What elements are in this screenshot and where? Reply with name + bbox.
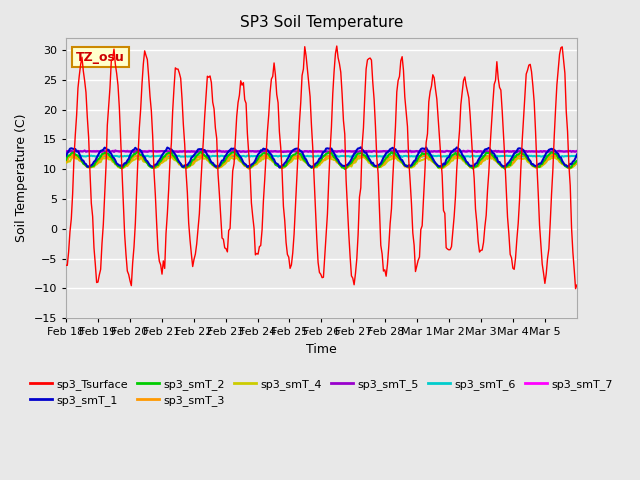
Legend: sp3_Tsurface, sp3_smT_1, sp3_smT_2, sp3_smT_3, sp3_smT_4, sp3_smT_5, sp3_smT_6, : sp3_Tsurface, sp3_smT_1, sp3_smT_2, sp3_… [26,374,618,410]
Title: SP3 Soil Temperature: SP3 Soil Temperature [240,15,403,30]
Y-axis label: Soil Temperature (C): Soil Temperature (C) [15,114,28,242]
Text: TZ_osu: TZ_osu [76,50,125,63]
X-axis label: Time: Time [306,343,337,356]
